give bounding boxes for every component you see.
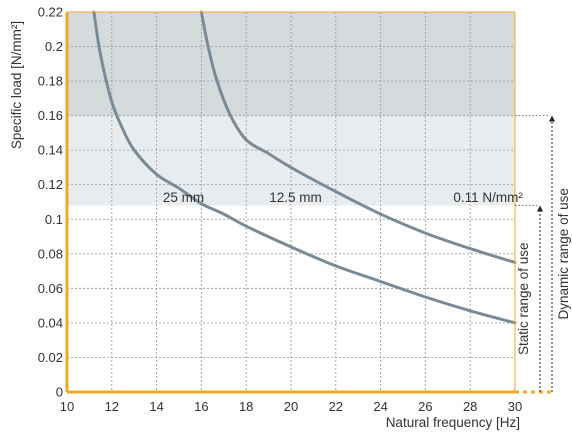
series-line-25mm	[92, 10, 517, 325]
x-tick-label: 14	[149, 399, 163, 414]
y-tick-label: 0	[56, 385, 63, 400]
series-line-12-5mm	[199, 10, 517, 264]
y-tick-label: 0.2	[45, 39, 63, 54]
x-tick-label: 24	[373, 399, 387, 414]
x-tick-labels: 10 12 14 16 18 20 22 24 26 28 30	[60, 399, 522, 414]
x-tick-label: 30	[508, 399, 522, 414]
x-tick-label: 20	[284, 399, 298, 414]
x-tick-label: 16	[194, 399, 208, 414]
x-tick-label: 10	[60, 399, 74, 414]
y-tick-label: 0.02	[38, 350, 63, 365]
axes	[65, 11, 552, 394]
y-tick-label: 0.04	[38, 315, 63, 330]
range-arrow-1	[549, 115, 555, 122]
y-tick-label: 0.18	[38, 74, 63, 89]
x-tick-label: 28	[463, 399, 477, 414]
y-tick-label: 0.12	[38, 177, 63, 192]
y-tick-labels: 0 0.02 0.04 0.06 0.08 0.1 0.12 0.14 0.16 0.18 0.2 0…	[38, 5, 63, 400]
grid-lines	[67, 12, 515, 392]
y-tick-label: 0.16	[38, 108, 63, 123]
curve-annotations: 25 mm 12.5 mm 0.11 N/mm²	[163, 190, 524, 205]
annotation-label: 25 mm	[163, 190, 204, 205]
x-tick-label: 22	[329, 399, 343, 414]
x-axis-label: Natural frequency [Hz]	[386, 415, 520, 430]
y-tick-label: 0.22	[38, 5, 63, 20]
range-label-0: Static range of use	[516, 242, 531, 355]
annotation-label: 12.5 mm	[269, 190, 322, 205]
range-label-1: Dynamic range of use	[556, 188, 571, 319]
range-arrow-0	[537, 205, 543, 212]
y-axis-label: Specific load [N/mm²]	[9, 21, 24, 149]
series-lines	[92, 10, 517, 325]
x-tick-label: 18	[239, 399, 253, 414]
y-tick-label: 0.06	[38, 281, 63, 296]
x-tick-label: 12	[105, 399, 119, 414]
range-brackets: Static range of use Dynamic range of use	[515, 115, 571, 392]
y-tick-label: 0.14	[38, 143, 63, 158]
y-tick-label: 0.1	[45, 212, 63, 227]
y-tick-label: 0.08	[38, 246, 63, 261]
annotation-label: 0.11 N/mm²	[453, 190, 523, 205]
x-tick-label: 26	[418, 399, 432, 414]
